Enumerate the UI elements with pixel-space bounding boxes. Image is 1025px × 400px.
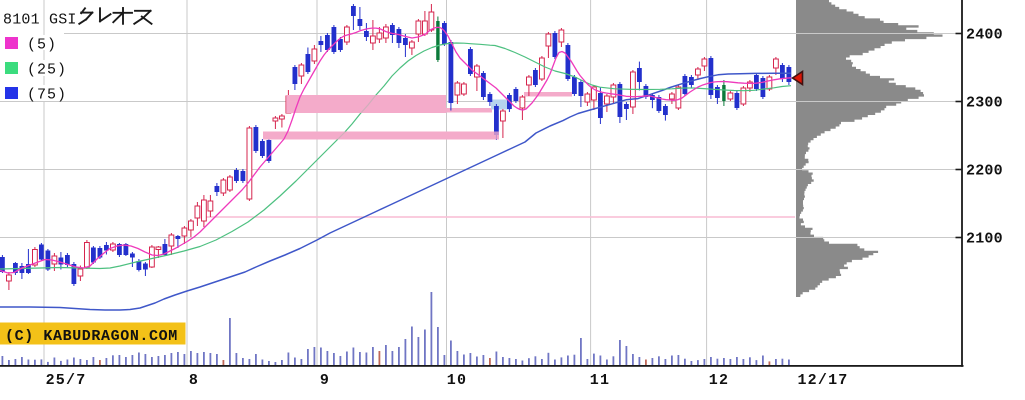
svg-text:2400: 2400	[966, 27, 1003, 44]
svg-text:(25): (25)	[27, 62, 67, 79]
svg-text:8101 GSI: 8101 GSI	[3, 12, 77, 29]
svg-text:2300: 2300	[966, 95, 1003, 112]
svg-text:25/7: 25/7	[46, 372, 87, 389]
svg-text:9: 9	[320, 372, 330, 389]
svg-text:12/17: 12/17	[797, 372, 848, 389]
svg-text:11: 11	[590, 372, 610, 389]
svg-text:(C) KABUDRAGON.COM: (C) KABUDRAGON.COM	[5, 328, 178, 345]
svg-text:10: 10	[447, 372, 467, 389]
svg-text:(5): (5)	[27, 37, 57, 54]
svg-text:2200: 2200	[966, 163, 1003, 180]
svg-text:12: 12	[709, 372, 729, 389]
svg-text:2100: 2100	[966, 231, 1003, 248]
svg-text:(75): (75)	[27, 87, 67, 104]
svg-text:8: 8	[189, 372, 199, 389]
